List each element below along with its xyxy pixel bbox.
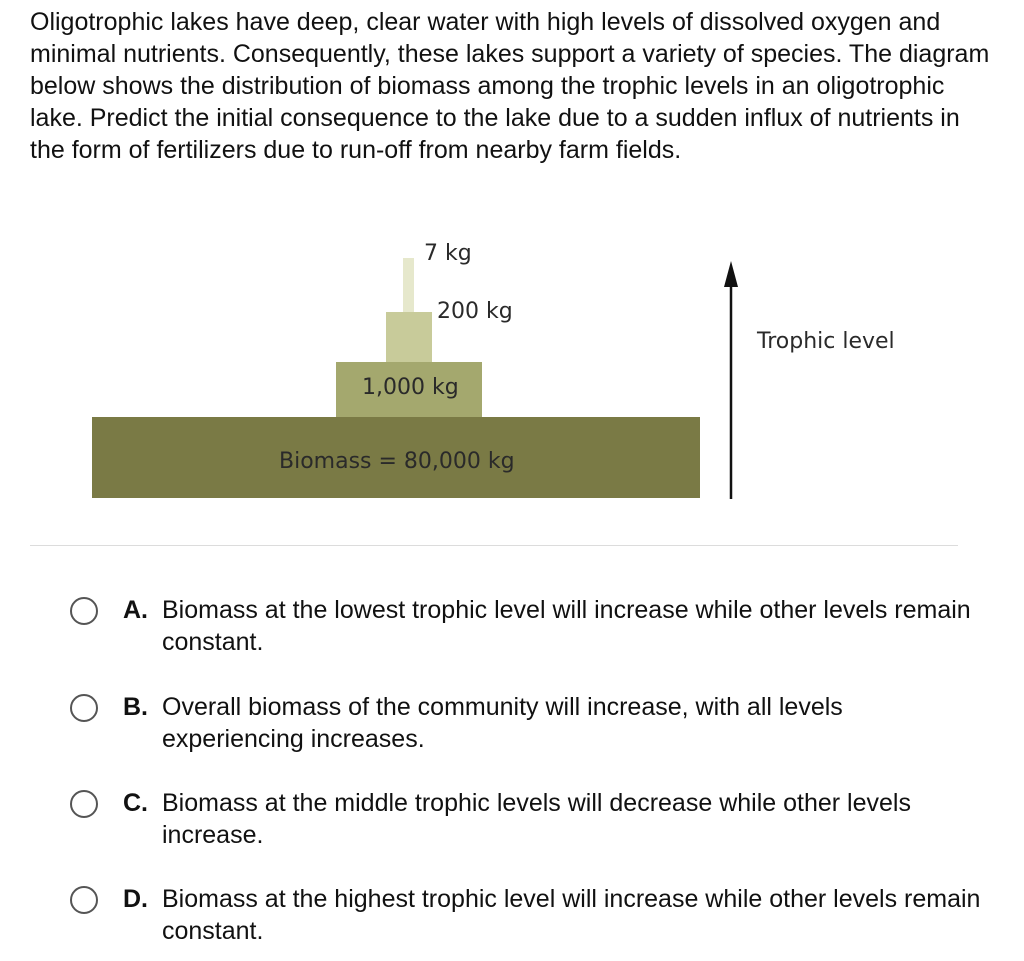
pyramid-label-tertiary-consumers: 7 kg [424,241,472,266]
pyramid-label-producers: Biomass = 80,000 kg [279,449,515,474]
option-letter-c: C. [123,789,148,817]
pyramid-bar-producers [92,417,700,498]
pyramid-label-secondary-consumers: 200 kg [437,299,513,324]
question-text: Oligotrophic lakes have deep, clear wate… [30,8,990,164]
trophic-level-arrow [724,261,738,499]
pyramid-bar-primary-consumers [336,362,482,417]
pyramid-label-primary-consumers: 1,000 kg [362,375,459,400]
answer-option-a[interactable]: A. Biomass at the lowest trophic level w… [0,596,1024,667]
pyramid-bar-secondary-consumers [386,312,432,362]
answer-option-d[interactable]: D. Biomass at the highest trophic level … [0,885,1024,956]
answer-option-c[interactable]: C. Biomass at the middle trophic levels … [0,789,1024,860]
pyramid-bar-tertiary-consumers [403,258,414,312]
section-divider [30,545,958,546]
radio-button-b[interactable] [70,694,98,722]
option-letter-d: D. [123,885,148,913]
option-text-b: Overall biomass of the community will in… [162,693,843,753]
radio-button-a[interactable] [70,597,98,625]
option-letter-b: B. [123,693,148,721]
radio-button-d[interactable] [70,886,98,914]
answer-option-b[interactable]: B. Overall biomass of the community will… [0,693,1024,764]
trophic-level-label: Trophic level [757,329,895,354]
option-text-d: Biomass at the highest trophic level wil… [162,885,981,945]
option-letter-a: A. [123,596,148,624]
option-text-a: Biomass at the lowest trophic level will… [162,596,971,656]
option-text-c: Biomass at the middle trophic levels wil… [162,789,911,849]
radio-button-c[interactable] [70,790,98,818]
